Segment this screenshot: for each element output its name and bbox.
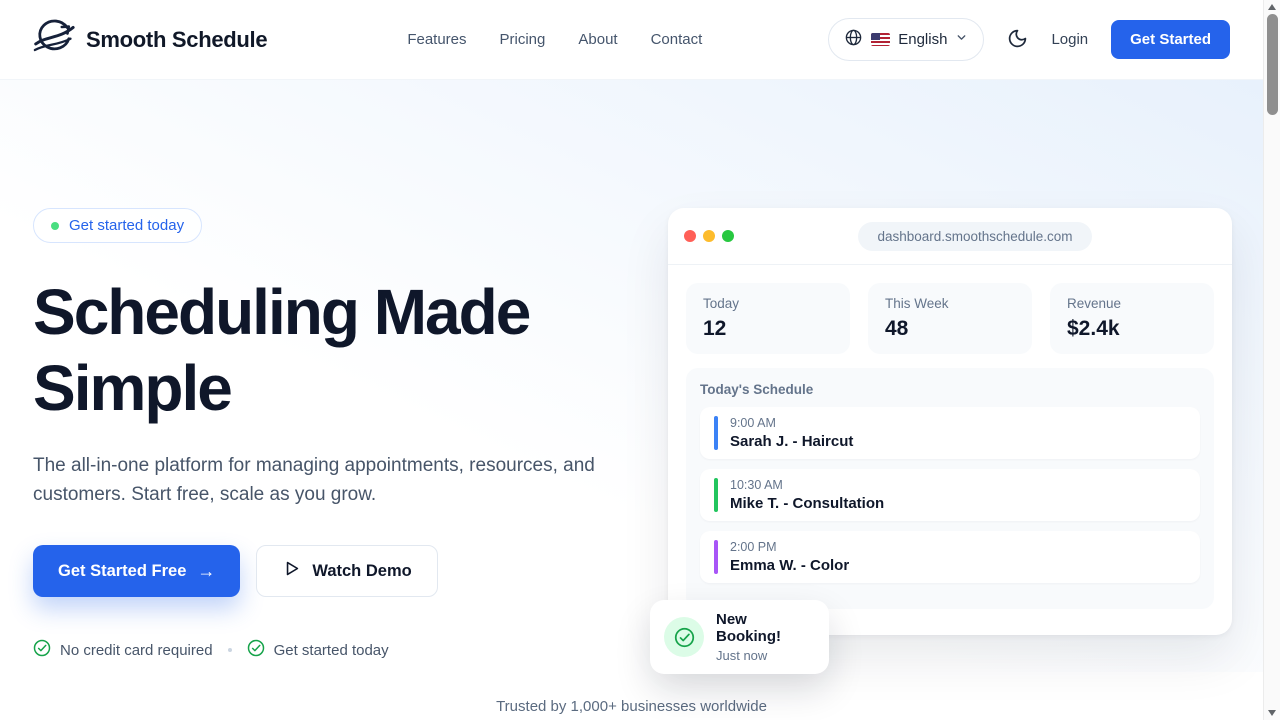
hero-copy: Get started today Scheduling Made Simple … (33, 208, 640, 661)
hero-section: Get started today Scheduling Made Simple … (0, 80, 1263, 675)
badge-dot-icon (51, 221, 59, 230)
traffic-lights (684, 230, 734, 242)
get-started-button[interactable]: Get Started (1111, 20, 1230, 59)
hero-subtitle: The all-in-one platform for managing app… (33, 455, 595, 505)
stat-card-today: Today 12 (686, 283, 850, 354)
arrow-right-icon: → (197, 561, 216, 582)
social-proof-strip: Trusted by 1,000+ businesses worldwide (0, 672, 1263, 720)
hero-badge: Get started today (33, 208, 203, 243)
nav-item-pricing[interactable]: Pricing (499, 31, 546, 48)
check-item-get-started: Get started today (247, 639, 389, 661)
scrollbar-thumb[interactable] (1267, 14, 1278, 115)
check-circle-icon (247, 639, 265, 661)
dark-mode-toggle[interactable] (1007, 28, 1028, 52)
brand-logo-icon (33, 17, 75, 62)
scroll-up-arrow-icon[interactable] (1268, 4, 1276, 10)
browser-mockup: dashboard.smoothschedule.com Today 12 Th… (668, 208, 1232, 635)
schedule-row: 2:00 PM Emma W. - Color (700, 531, 1200, 583)
appointment-color-bar (714, 478, 718, 512)
browser-titlebar: dashboard.smoothschedule.com (668, 208, 1232, 265)
dashboard-body: Today 12 This Week 48 Revenue $2.4k (668, 265, 1232, 627)
hero-badge-label: Get started today (69, 217, 185, 234)
schedule-panel: Today's Schedule 9:00 AM Sarah J. - Hair… (686, 368, 1214, 609)
scroll-down-arrow-icon[interactable] (1268, 710, 1276, 716)
header-actions: English Login Get Started (828, 18, 1230, 61)
toast-title: New Booking! (716, 611, 781, 646)
dashboard-mockup-wrap: dashboard.smoothschedule.com Today 12 Th… (650, 208, 1232, 675)
appointment-color-bar (714, 416, 718, 450)
stats-row: Today 12 This Week 48 Revenue $2.4k (686, 283, 1214, 354)
moon-icon (1007, 28, 1028, 52)
main-nav: Features Pricing About Contact (407, 31, 702, 48)
nav-item-contact[interactable]: Contact (650, 31, 703, 48)
language-label: English (898, 31, 948, 48)
chevron-down-icon (955, 31, 968, 48)
globe-icon (844, 28, 863, 51)
nav-item-about[interactable]: About (578, 31, 618, 48)
watch-demo-button[interactable]: Watch Demo (256, 545, 438, 598)
schedule-row: 9:00 AM Sarah J. - Haircut (700, 407, 1200, 459)
hero-checklist: No credit card required Get started toda… (33, 639, 640, 661)
nav-item-features[interactable]: Features (407, 31, 467, 48)
dot-separator (227, 648, 232, 653)
success-check-icon (664, 617, 704, 658)
language-selector[interactable]: English (828, 18, 985, 61)
us-flag-icon (871, 33, 891, 46)
stat-card-this-week: This Week 48 (868, 283, 1032, 354)
page-scrollbar[interactable] (1263, 0, 1280, 720)
login-link[interactable]: Login (1051, 31, 1089, 48)
schedule-title: Today's Schedule (700, 382, 814, 397)
stat-card-revenue: Revenue $2.4k (1050, 283, 1214, 354)
minimize-window-icon (703, 230, 715, 242)
hero-cta-row: Get Started Free → Watch Demo (33, 545, 640, 598)
appointment-color-bar (714, 540, 718, 574)
trusted-text: Trusted by 1,000+ businesses worldwide (496, 698, 767, 715)
maximize-window-icon (722, 230, 734, 242)
check-circle-icon (33, 639, 51, 661)
header: Smooth Schedule Features Pricing About C… (0, 0, 1263, 80)
close-window-icon (684, 230, 696, 242)
play-icon (282, 559, 301, 583)
url-bar: dashboard.smoothschedule.com (858, 221, 1092, 251)
get-started-free-button[interactable]: Get Started Free → (33, 545, 241, 598)
hero-title: Scheduling Made Simple (33, 276, 531, 425)
toast-subtitle: Just now (716, 648, 768, 664)
brand-name: Smooth Schedule (86, 26, 268, 52)
new-booking-toast: New Booking! Just now (650, 600, 829, 675)
brand[interactable]: Smooth Schedule (33, 17, 268, 62)
check-item-no-card: No credit card required (33, 639, 213, 661)
schedule-row: 10:30 AM Mike T. - Consultation (700, 469, 1200, 521)
